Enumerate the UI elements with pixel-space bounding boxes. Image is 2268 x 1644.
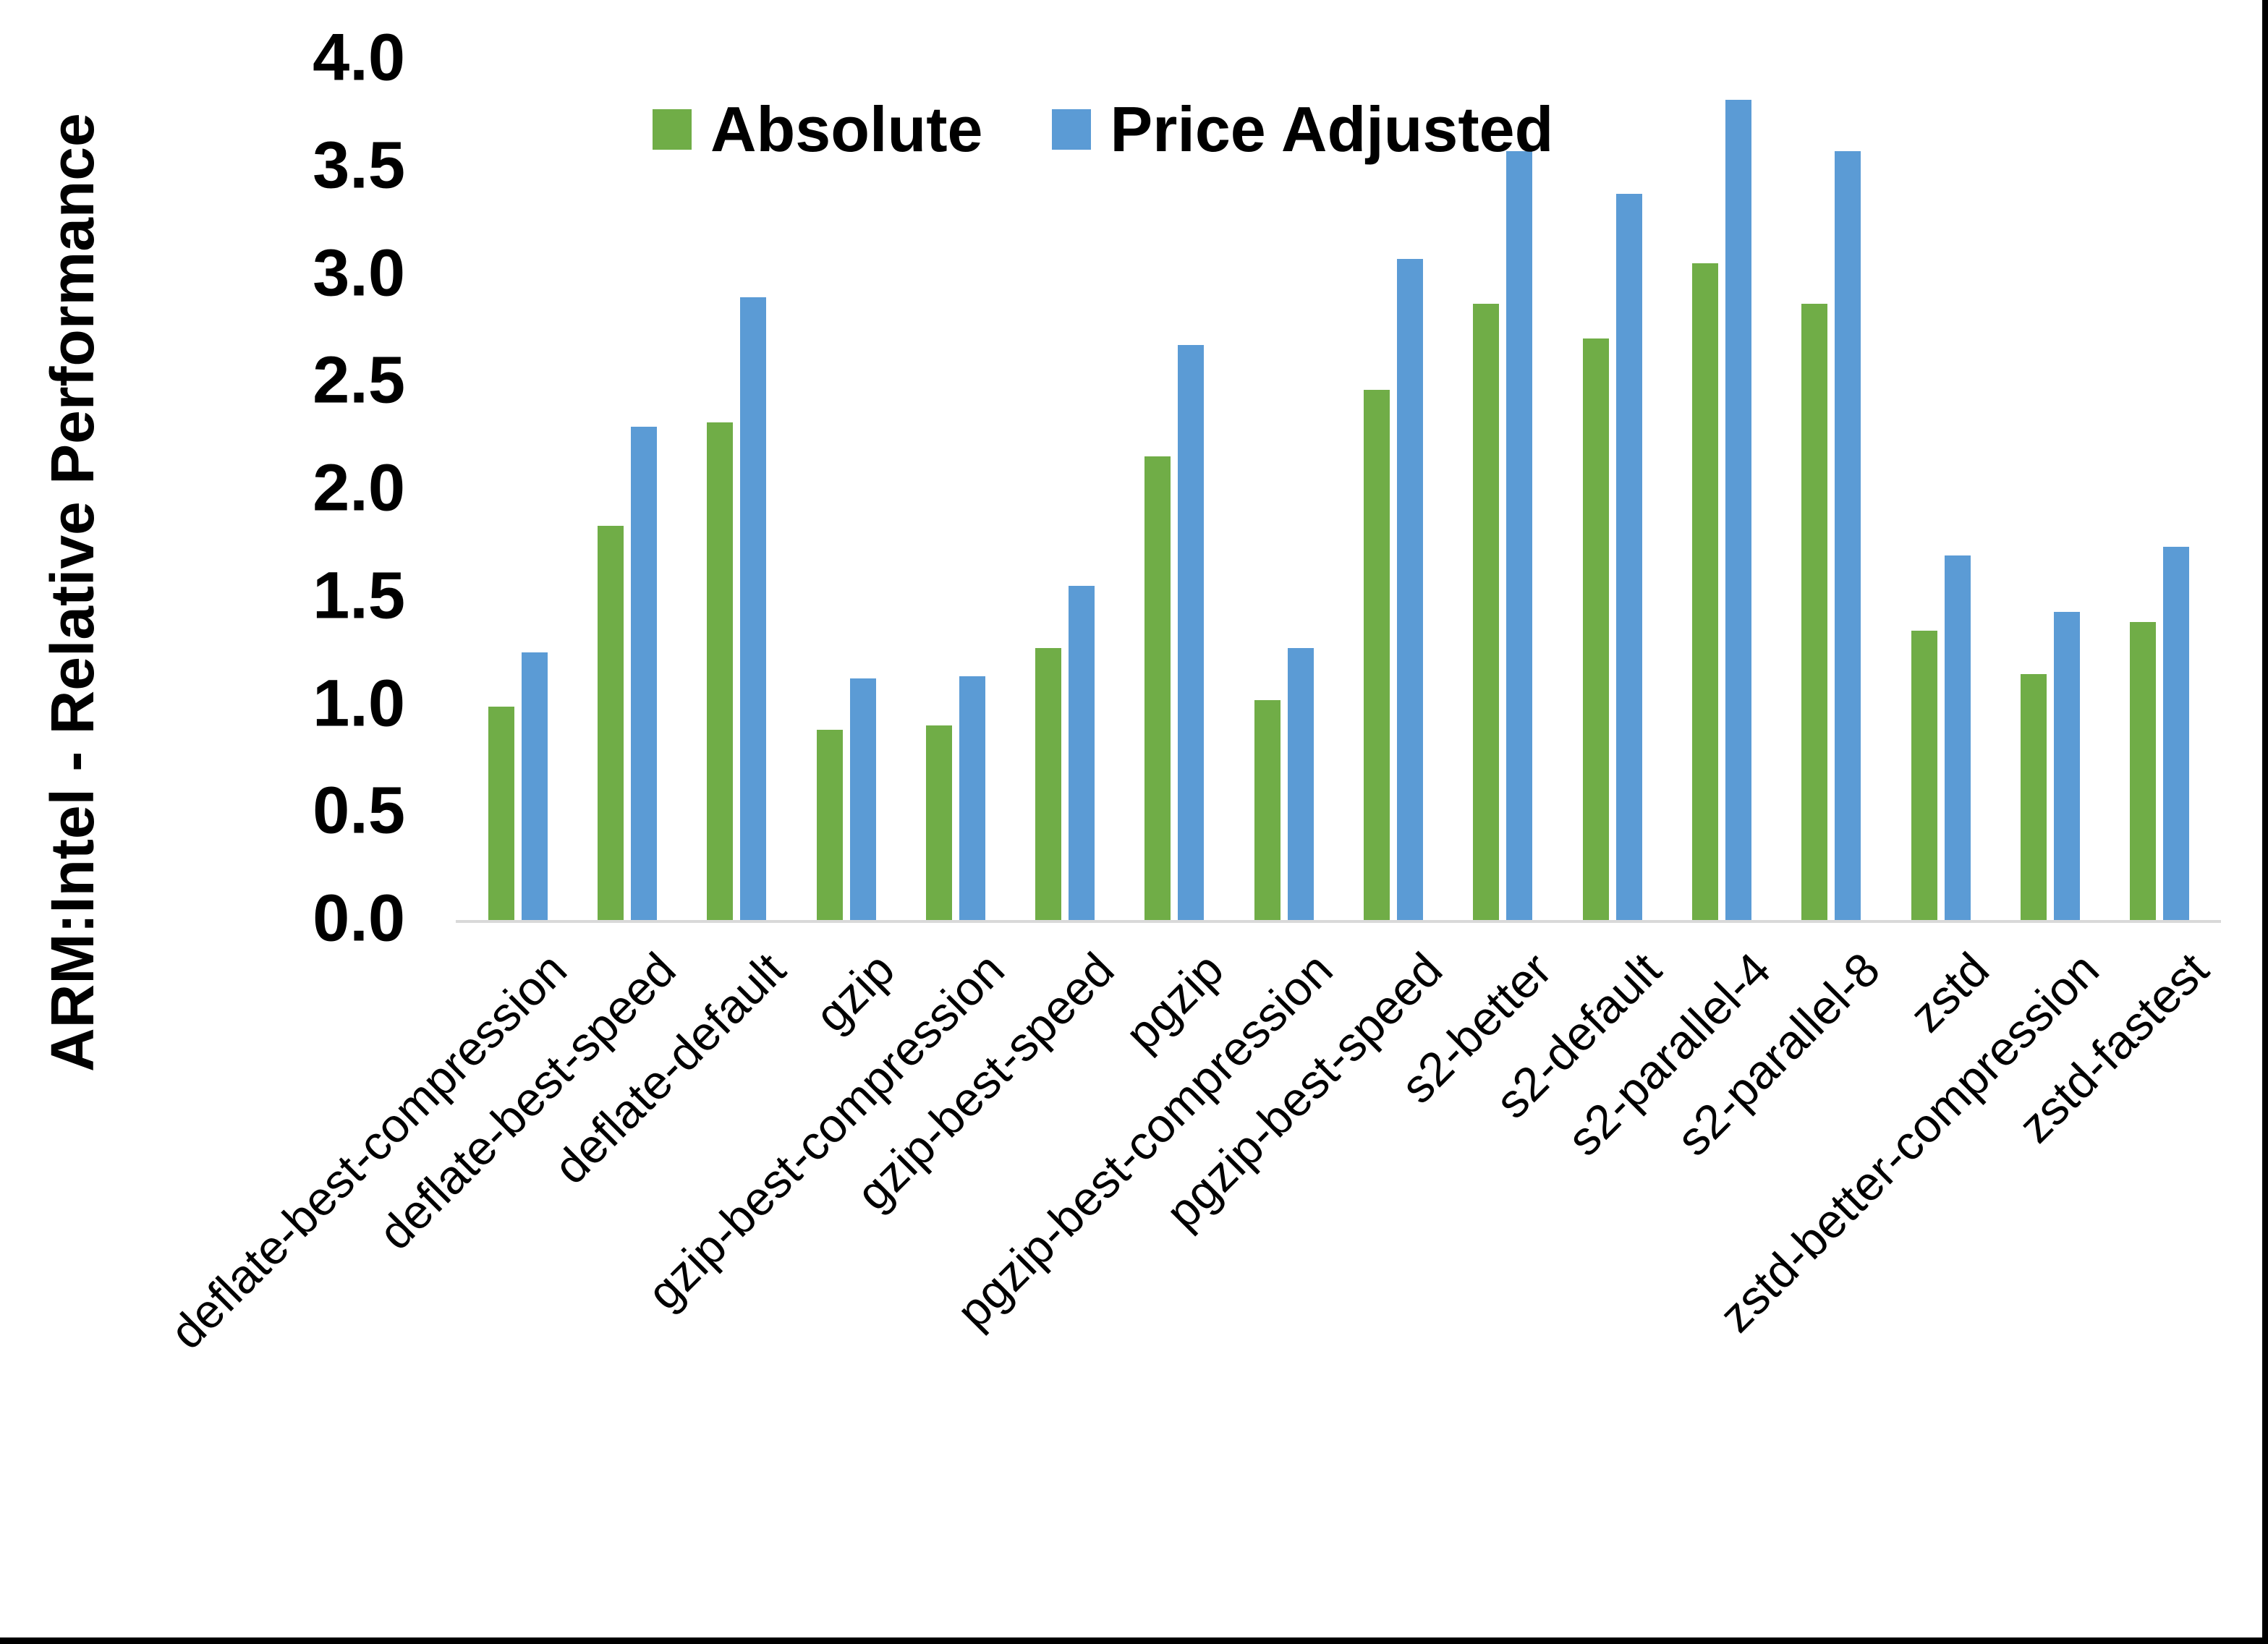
- bar-absolute-zstd-fastest: [2130, 622, 2157, 921]
- bar-absolute-pgzip-best-speed: [1364, 390, 1390, 921]
- bar-price-adjusted-zstd-better-compression: [2053, 611, 2080, 921]
- legend: Absolute Price Adjusted: [653, 93, 1553, 166]
- bar-absolute-gzip-best-speed: [1035, 648, 1062, 921]
- y-tick-label-1.0: 1.0: [313, 665, 405, 740]
- y-tick-label-2.5: 2.5: [313, 343, 405, 417]
- bar-price-adjusted-deflate-best-speed: [630, 426, 657, 921]
- bar-absolute-zstd: [1911, 631, 1937, 921]
- y-tick-label-0.0: 0.0: [313, 881, 405, 955]
- bar-price-adjusted-pgzip-best-speed: [1397, 258, 1423, 921]
- bar-absolute-pgzip-best-compression: [1254, 699, 1280, 921]
- bar-price-adjusted-deflate-default: [740, 297, 767, 921]
- legend-item-absolute: Absolute: [653, 93, 982, 166]
- bar-price-adjusted-s2-better: [1506, 150, 1533, 921]
- y-tick-label-3.5: 3.5: [313, 128, 405, 203]
- bar-absolute-gzip-best-compression: [925, 725, 952, 921]
- legend-swatch-price-adjusted: [1052, 109, 1092, 150]
- y-tick-label-2.0: 2.0: [313, 451, 405, 525]
- bar-absolute-s2-parallel-4: [1691, 263, 1718, 921]
- bar-price-adjusted-s2-default: [1615, 194, 1642, 921]
- bar-price-adjusted-gzip-best-speed: [1069, 585, 1095, 921]
- bar-price-adjusted-zstd: [1944, 555, 1971, 921]
- bar-price-adjusted-s2-parallel-8: [1835, 150, 1861, 921]
- legend-label: Absolute: [710, 93, 983, 165]
- bar-absolute-deflate-best-speed: [597, 525, 624, 921]
- bar-absolute-pgzip: [1144, 456, 1171, 921]
- bar-price-adjusted-pgzip-best-compression: [1287, 648, 1314, 921]
- bar-price-adjusted-zstd-fastest: [2163, 547, 2190, 921]
- y-tick-label-1.5: 1.5: [313, 558, 405, 633]
- y-tick-label-3.0: 3.0: [313, 235, 405, 310]
- bar-price-adjusted-gzip-best-compression: [959, 676, 985, 921]
- x-axis-baseline: [456, 920, 2221, 923]
- legend-swatch-absolute: [653, 109, 692, 150]
- legend-label: Price Adjusted: [1110, 93, 1554, 165]
- bar-absolute-s2-better: [1473, 304, 1500, 921]
- bar-absolute-deflate-default: [707, 422, 734, 921]
- bar-absolute-deflate-best-compression: [488, 706, 514, 921]
- bar-absolute-zstd-better-compression: [2020, 673, 2047, 921]
- legend-item-price-adjusted: Price Adjusted: [1052, 93, 1553, 166]
- right-border-bar: [2262, 0, 2268, 1644]
- bar-price-adjusted-gzip: [849, 678, 876, 921]
- y-tick-label-0.5: 0.5: [313, 773, 405, 848]
- bottom-border-bar: [0, 1637, 2268, 1644]
- y-axis-title: ARM:Intel - Relative Performance: [38, 113, 106, 1072]
- bar-absolute-gzip: [816, 730, 843, 921]
- bar-price-adjusted-s2-parallel-4: [1725, 99, 1751, 921]
- y-tick-label-4.0: 4.0: [313, 20, 405, 95]
- bar-price-adjusted-deflate-best-compression: [521, 652, 548, 921]
- bar-absolute-s2-default: [1582, 338, 1609, 921]
- bar-absolute-s2-parallel-8: [1801, 304, 1828, 921]
- bar-price-adjusted-pgzip: [1178, 344, 1205, 921]
